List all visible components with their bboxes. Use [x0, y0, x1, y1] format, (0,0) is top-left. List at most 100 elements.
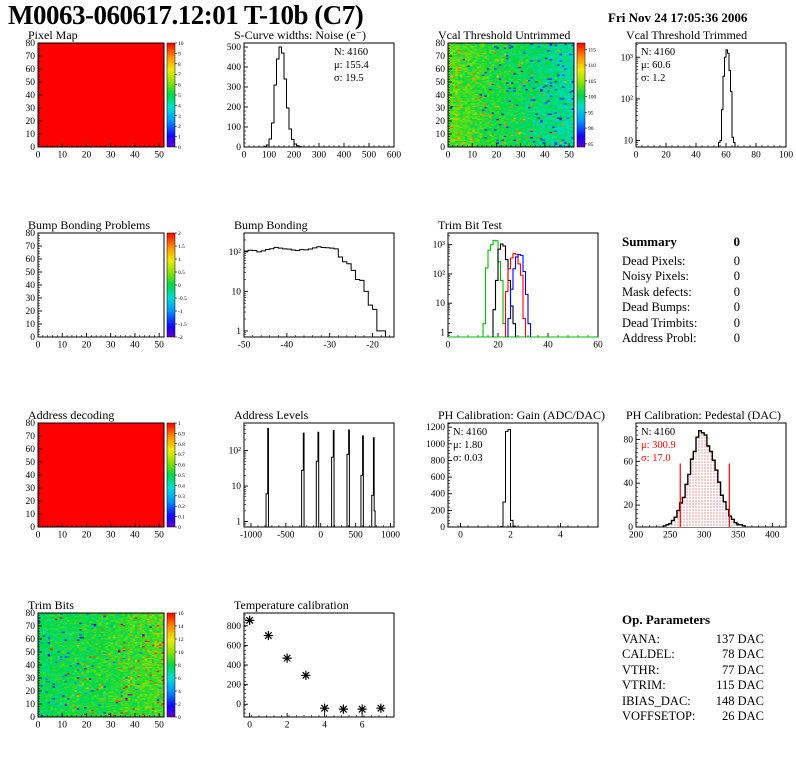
svg-text:0.9: 0.9 [178, 431, 185, 437]
op-parameter-value: 137 DAC [715, 632, 764, 646]
svg-text:50: 50 [26, 268, 36, 278]
op-parameter-label: VTHR: [622, 662, 660, 677]
svg-text:12: 12 [178, 637, 184, 643]
svg-text:Trim Bits: Trim Bits [28, 600, 74, 612]
timestamp: Fri Nov 24 17:05:36 2006 [608, 10, 748, 25]
op-parameter-row: VOFFSETOP: 26 DAC [622, 709, 764, 724]
svg-text:100: 100 [588, 95, 597, 101]
svg-text:30: 30 [106, 531, 116, 541]
svg-text:2: 2 [178, 231, 181, 237]
svg-text:80: 80 [26, 419, 36, 429]
svg-text:60: 60 [26, 635, 36, 645]
svg-text:1: 1 [178, 257, 181, 263]
address-levels-plot: Address Levels -1000 -500 0 500 1000 1 10 10² [216, 408, 404, 541]
svg-text:6: 6 [360, 721, 365, 731]
svg-text:10: 10 [26, 510, 36, 520]
summary-row-value: 0 [733, 284, 740, 299]
svg-text:0: 0 [178, 525, 181, 531]
summary-block: Summary 0 Dead Pixels: 0 Noisy Pixels: 0 M… [622, 234, 740, 346]
svg-text:N: 4160: N: 4160 [334, 47, 368, 58]
svg-text:0: 0 [36, 341, 41, 351]
op-parameter-value: 26 DAC [721, 709, 764, 724]
svg-text:S-Curve widths: Noise (e⁻): S-Curve widths: Noise (e⁻) [234, 30, 366, 42]
svg-text:0: 0 [36, 721, 41, 731]
svg-text:1.5: 1.5 [178, 244, 185, 250]
svg-text:20: 20 [82, 151, 92, 161]
svg-text:3: 3 [178, 114, 181, 120]
trim-bits-plot: 0 2 4 6 8 10 12 14 16 Trim Bits 0 10 20 30 40 50 0 10 20 30… [10, 598, 198, 731]
temperature-calibration-plot: Temperature calibration 0 2 4 6 0 200 400 600 800 [216, 598, 404, 731]
svg-text:50: 50 [436, 78, 446, 88]
svg-text:-0.5: -0.5 [178, 296, 187, 302]
svg-text:200: 200 [287, 151, 302, 161]
svg-text:10: 10 [178, 41, 184, 47]
svg-text:0.6: 0.6 [178, 463, 185, 469]
svg-text:0: 0 [30, 333, 35, 343]
svg-text:Bump Bonding Problems: Bump Bonding Problems [28, 220, 150, 232]
svg-text:-20: -20 [366, 341, 379, 351]
svg-text:200: 200 [431, 506, 446, 516]
vcal-threshold-trimmed-plot: Vcal Threshold Trimmed 0 20 40 60 80 100 10 10² 1… [608, 28, 796, 161]
op-parameters-header: Op. Parameters [622, 612, 764, 628]
svg-text:100: 100 [227, 123, 242, 133]
bump-bonding-problems-plot: -2 -1.5 -1 -0.5 0 0.5 1 1.5 2 Bump Bonding Proble… [10, 218, 198, 351]
svg-text:70: 70 [26, 622, 36, 632]
svg-text:Vcal Threshold Untrimmed: Vcal Threshold Untrimmed [438, 30, 570, 42]
svg-text:50: 50 [154, 531, 164, 541]
svg-text:60: 60 [26, 445, 36, 455]
op-parameter-row: IBIAS_DAC: 148 DAC [622, 694, 764, 709]
svg-text:30: 30 [436, 104, 446, 114]
svg-text:6: 6 [178, 676, 181, 682]
svg-text:-500: -500 [277, 531, 295, 541]
svg-text:50: 50 [26, 78, 36, 88]
svg-text:40: 40 [130, 531, 140, 541]
svg-text:1: 1 [236, 518, 241, 528]
svg-text:μ: 155.4: μ: 155.4 [334, 60, 370, 71]
svg-text:10³: 10³ [433, 241, 446, 251]
svg-text:400: 400 [227, 661, 242, 671]
svg-text:10²: 10² [229, 248, 242, 258]
svg-text:0: 0 [36, 531, 41, 541]
svg-text:-1000: -1000 [240, 531, 262, 541]
svg-text:20: 20 [436, 117, 446, 127]
svg-text:200: 200 [227, 681, 242, 691]
svg-text:4: 4 [178, 689, 181, 695]
svg-text:20: 20 [493, 341, 503, 351]
svg-text:20: 20 [26, 687, 36, 697]
svg-text:30: 30 [516, 151, 526, 161]
summary-row-value: 0 [733, 315, 740, 330]
op-parameter-label: IBIAS_DAC: [622, 693, 691, 708]
svg-text:40: 40 [130, 341, 140, 351]
svg-text:200: 200 [629, 531, 644, 541]
trim-bit-test-plot: Trim Bit Test 0 20 40 60 1 10 10² 10³ [420, 218, 608, 351]
svg-text:50: 50 [564, 151, 574, 161]
svg-text:10²: 10² [621, 95, 634, 105]
svg-text:6: 6 [178, 83, 181, 89]
svg-text:10²: 10² [229, 447, 242, 457]
summary-row-label: Noisy Pixels: [622, 269, 690, 284]
svg-text:30: 30 [106, 341, 116, 351]
svg-text:10²: 10² [433, 270, 446, 280]
svg-text:10: 10 [467, 151, 477, 161]
svg-text:10: 10 [26, 320, 36, 330]
svg-text:10: 10 [26, 130, 36, 140]
summary-row-label: Address Probl: [622, 331, 697, 346]
svg-text:9: 9 [178, 51, 181, 57]
svg-text:600: 600 [227, 641, 242, 651]
svg-text:0.5: 0.5 [178, 473, 185, 479]
svg-text:10: 10 [57, 341, 67, 351]
svg-text:1: 1 [178, 135, 181, 141]
svg-text:2: 2 [508, 531, 513, 541]
svg-text:400: 400 [337, 151, 352, 161]
svg-text:110: 110 [588, 63, 596, 69]
svg-text:σ: 1.2: σ: 1.2 [641, 73, 665, 84]
svg-text:0.3: 0.3 [178, 494, 185, 500]
op-parameter-label: VANA: [622, 632, 660, 646]
svg-text:10³: 10³ [621, 53, 634, 63]
summary-row-value: 0 [733, 300, 740, 315]
svg-text:-1: -1 [178, 309, 183, 315]
bump-bonding-plot: Bump Bonding -50 -40 -30 -20 1 10 10² [216, 218, 404, 351]
op-parameter-value: 115 DAC [716, 678, 764, 693]
svg-text:10: 10 [26, 700, 36, 710]
svg-text:50: 50 [154, 721, 164, 731]
